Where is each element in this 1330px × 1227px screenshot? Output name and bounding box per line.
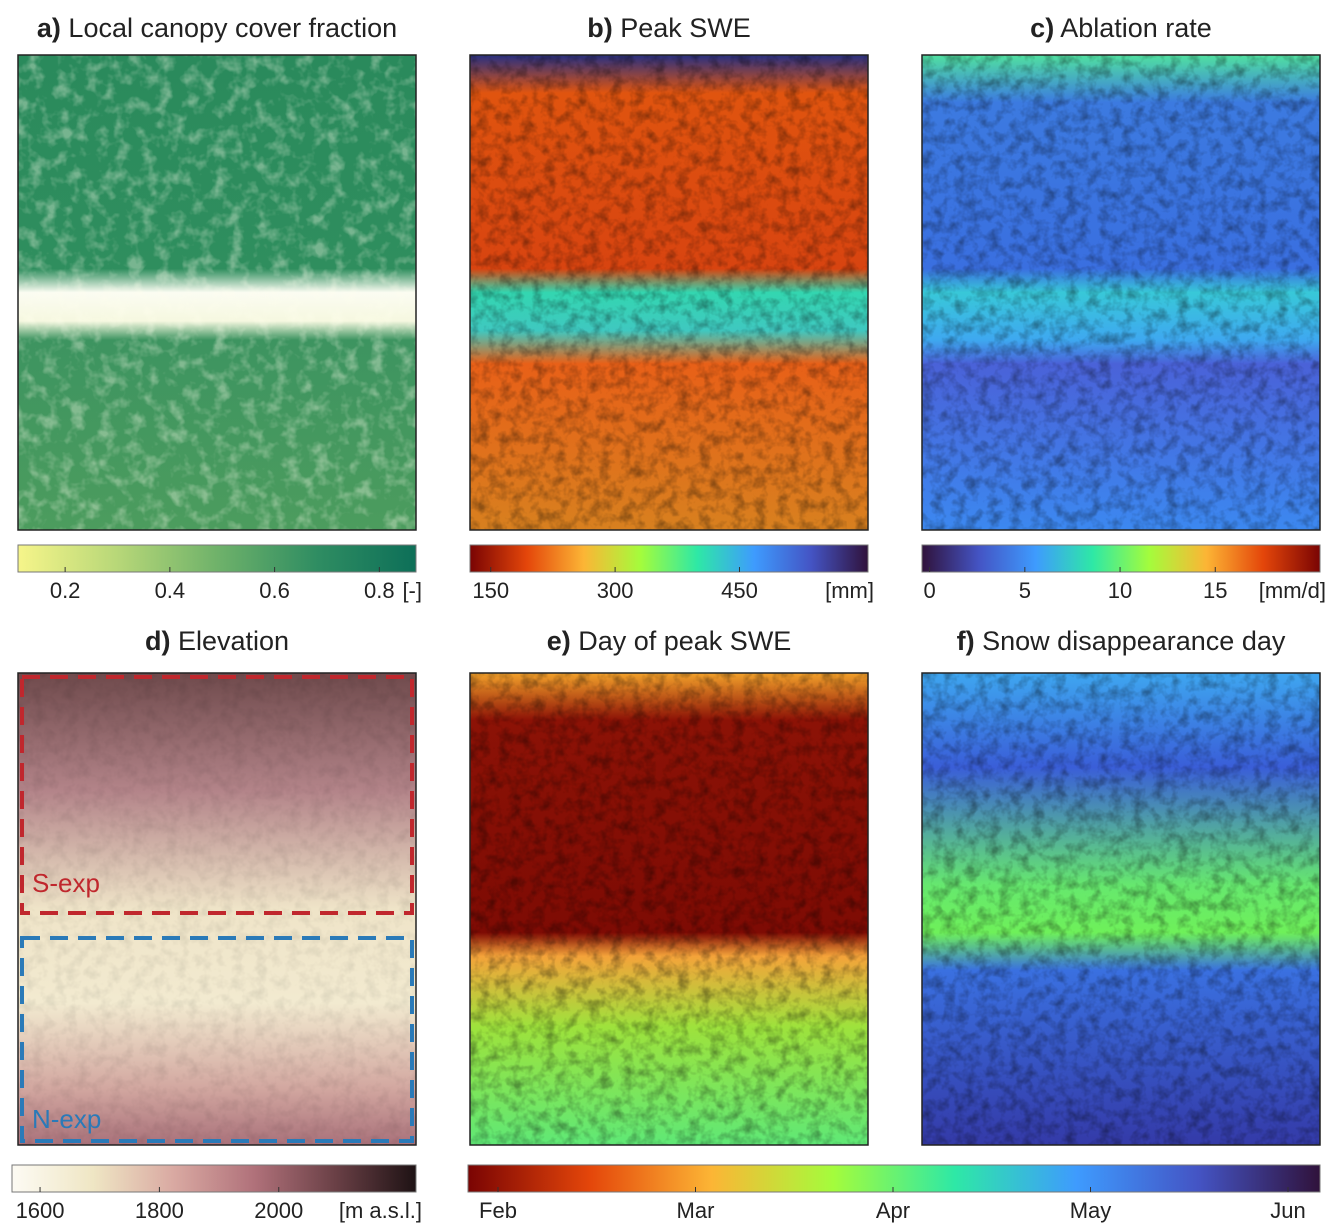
map-frame — [921, 54, 1321, 531]
colorbar-tick-label: 150 — [472, 578, 509, 603]
map-frame — [469, 54, 869, 531]
panel-title: c) Ablation rate — [1030, 13, 1212, 43]
colorbar-tick-label: 10 — [1108, 578, 1132, 603]
colorbar-tick-label: May — [1070, 1198, 1112, 1223]
colorbar-tick-label: 1800 — [135, 1198, 184, 1223]
colorbar — [11, 1164, 417, 1193]
colorbar-tick-label: 0 — [923, 578, 935, 603]
colorbar — [17, 544, 417, 573]
colorbar-tick-label: 0.8 — [364, 578, 395, 603]
panel-letter: c) — [1030, 13, 1054, 43]
panel-title-text: Local canopy cover fraction — [68, 13, 397, 43]
map-texture — [18, 673, 416, 1145]
map-texture — [18, 55, 416, 530]
panel-letter: a) — [37, 13, 61, 43]
colorbar-tick-label: 0.6 — [259, 578, 290, 603]
panel-title-text: Day of peak SWE — [578, 626, 791, 656]
panel-title-text: Elevation — [178, 626, 289, 656]
colorbar-tick-label: 15 — [1203, 578, 1227, 603]
panel-title-text: Ablation rate — [1060, 13, 1212, 43]
map-texture — [922, 673, 1320, 1145]
colorbar-tick-label: 300 — [597, 578, 634, 603]
colorbar-tick-label: 450 — [721, 578, 758, 603]
shared-colorbar — [467, 1164, 1321, 1193]
map-texture — [922, 55, 1320, 530]
colorbar-tick-label: Mar — [677, 1198, 715, 1223]
panel-title: e) Day of peak SWE — [547, 626, 792, 656]
colorbar-tick-label: 0.2 — [50, 578, 81, 603]
colorbar — [469, 544, 869, 573]
colorbar-tick-label: 5 — [1019, 578, 1031, 603]
colorbar-tick-label: 1600 — [16, 1198, 65, 1223]
map-frame — [469, 672, 869, 1146]
colorbar-tick-label: Feb — [479, 1198, 517, 1223]
colorbar-tick-label: Apr — [876, 1198, 910, 1223]
panel-letter: f) — [957, 626, 975, 656]
map-texture — [470, 673, 868, 1145]
s-exp-box — [20, 675, 414, 915]
colorbar-tick-label: 0.4 — [155, 578, 186, 603]
panel-letter: d) — [145, 626, 170, 656]
map-texture — [470, 55, 868, 530]
panel-letter: e) — [547, 626, 571, 656]
panel-title-text: Snow disappearance day — [982, 626, 1286, 656]
colorbar — [921, 544, 1321, 573]
panel-title: f) Snow disappearance day — [957, 626, 1286, 656]
map-frame — [17, 672, 417, 1146]
panel-title-text: Peak SWE — [620, 13, 751, 43]
map-frame — [921, 672, 1321, 1146]
panel-title: b) Peak SWE — [587, 13, 751, 43]
panel-letter: b) — [587, 13, 612, 43]
colorbar-unit: [mm] — [825, 578, 874, 603]
colorbar-tick-label: Jun — [1270, 1198, 1305, 1223]
colorbar-unit: [m a.s.l.] — [339, 1198, 422, 1223]
map-frame — [17, 54, 417, 531]
panel-title: d) Elevation — [145, 626, 289, 656]
colorbar-tick-label: 2000 — [254, 1198, 303, 1223]
panel-title: a) Local canopy cover fraction — [37, 13, 397, 43]
n-exp-label: N-exp — [32, 1104, 101, 1134]
n-exp-box — [20, 936, 414, 1143]
s-exp-label: S-exp — [32, 868, 100, 898]
colorbar-unit: [-] — [402, 578, 422, 603]
colorbar-unit: [mm/d] — [1259, 578, 1326, 603]
